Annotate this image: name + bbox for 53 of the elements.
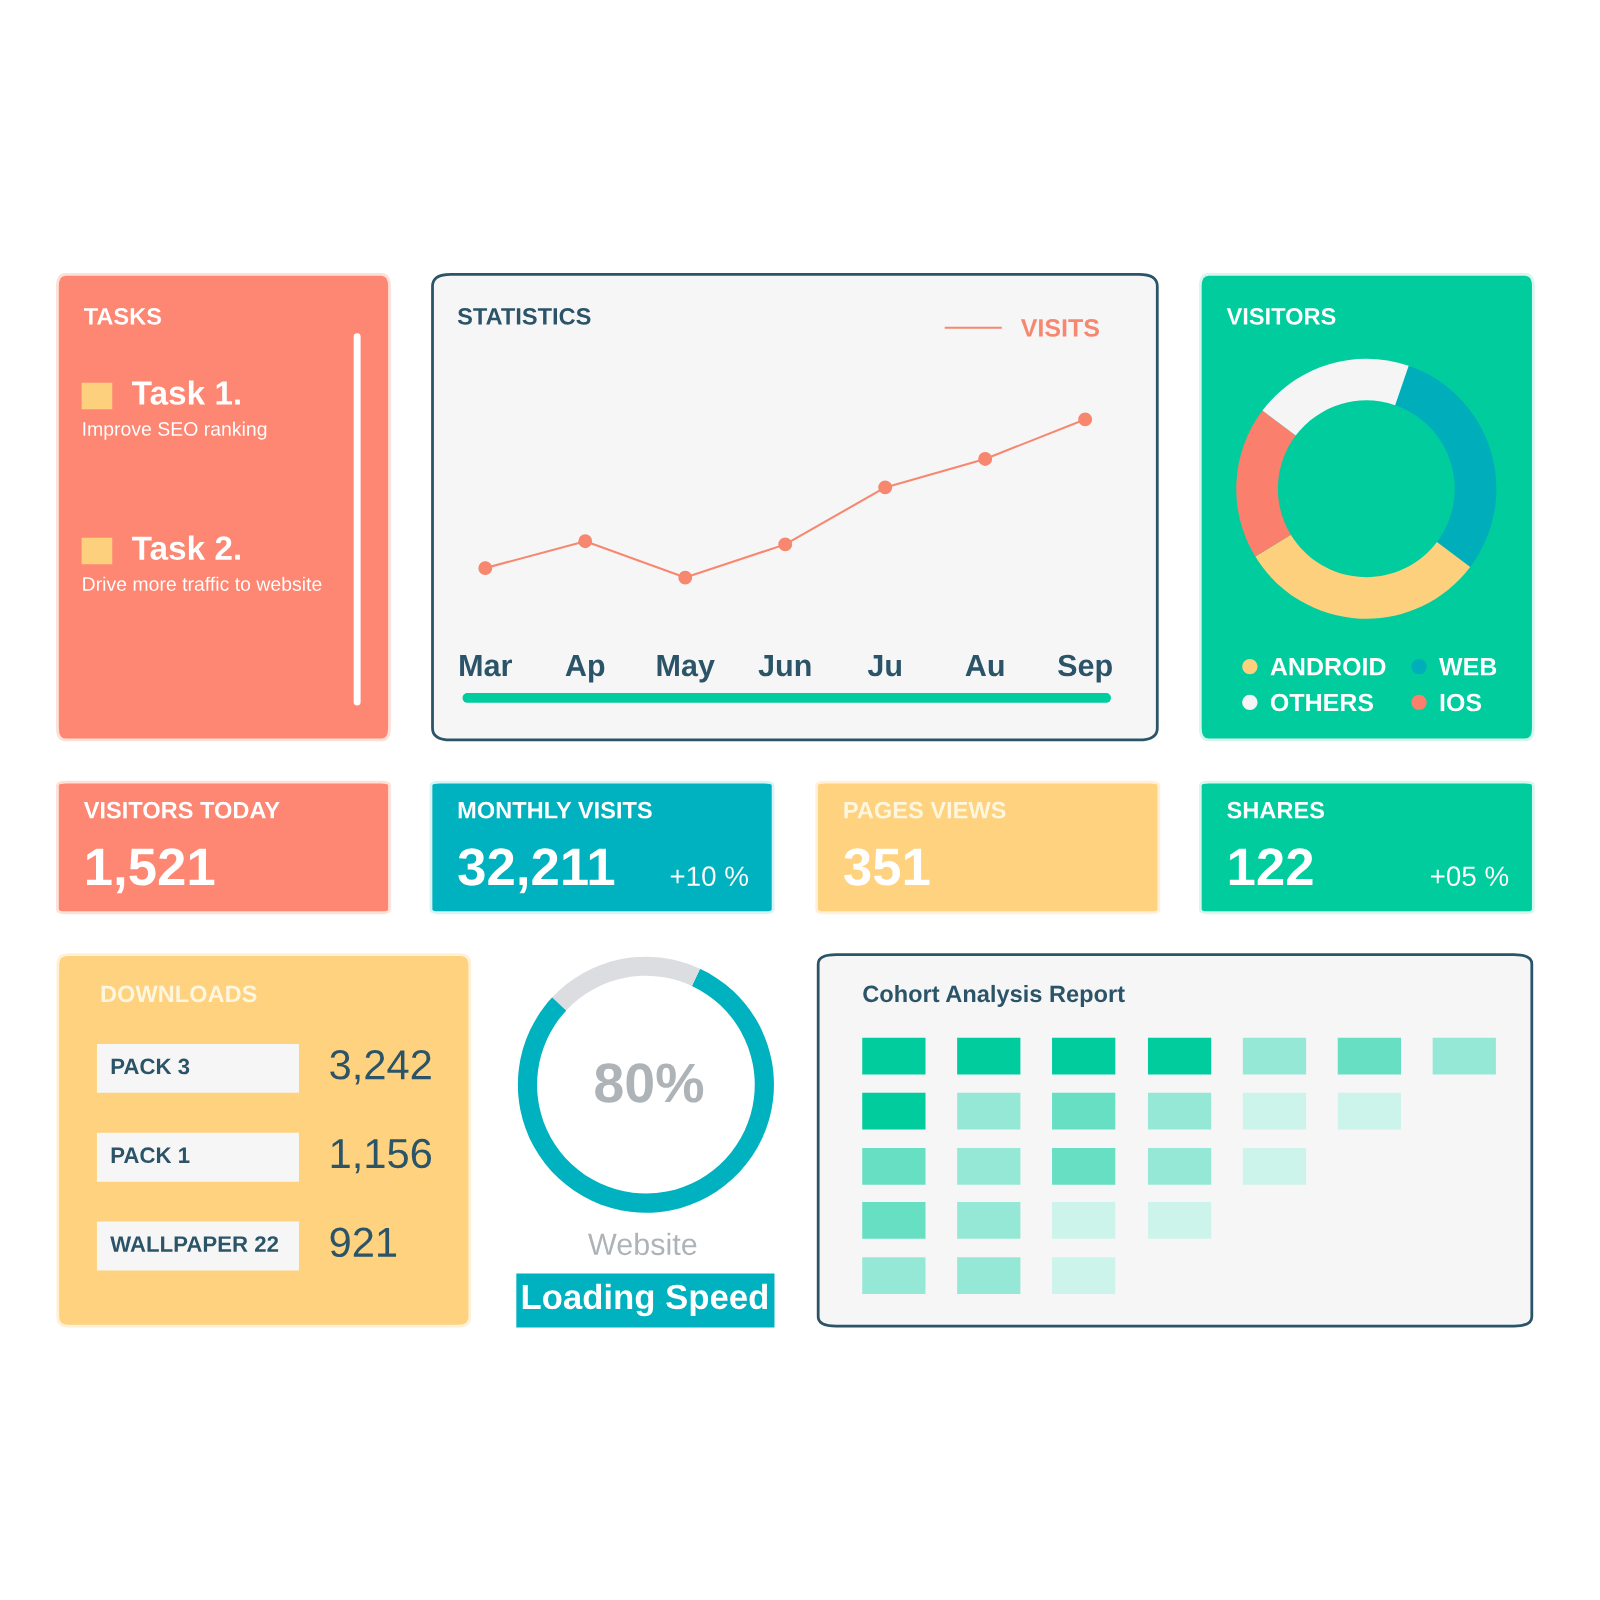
text: MONTHLY VISITS (458, 801, 652, 819)
point (978, 452, 993, 466)
legend-label: ANDROID (1270, 657, 1386, 676)
x-tick-label: Au (965, 655, 1004, 677)
legend-label: OTHERS (1270, 693, 1374, 712)
x-tick-label: Ap (565, 655, 605, 683)
donut-slice (1262, 358, 1409, 436)
text: Task 1. (132, 380, 240, 405)
chart-title: VISITORS (1226, 307, 1336, 325)
text: 1,156 (331, 1138, 432, 1174)
text: PACK 3 (111, 1058, 190, 1075)
x-tick-label: Jun (758, 655, 811, 677)
text: SHARES (1227, 801, 1325, 819)
text: +05 % (1431, 866, 1509, 887)
donut-slice (1255, 534, 1471, 619)
point (1078, 412, 1093, 427)
x-tick-label: Ju (867, 655, 901, 677)
legend-label: VISITS (1020, 319, 1099, 337)
x-tick-label: Sep (1058, 654, 1112, 683)
x-tick-label: May (657, 655, 715, 683)
text: VISITORS TODAY (83, 801, 280, 819)
point (778, 537, 793, 552)
text: Improve SEO ranking (83, 421, 267, 440)
donut-slice (517, 968, 774, 1213)
donut-slice (1236, 410, 1296, 557)
text: 3,242 (330, 1050, 431, 1085)
text: 1,521 (87, 848, 215, 894)
text: 80% (595, 1063, 704, 1103)
text: PAGES VIEWS (844, 801, 1006, 819)
text: 122 (1229, 848, 1313, 886)
text: DOWNLOADS (101, 985, 257, 1003)
text: PACK 1 (111, 1147, 190, 1164)
text: TASKS (83, 307, 162, 325)
point (478, 561, 493, 576)
point (878, 480, 893, 495)
text: Website (588, 1232, 697, 1256)
point (678, 570, 693, 585)
text: 351 (844, 848, 930, 886)
text: Task 2. (132, 535, 240, 560)
text: Loading Speed (522, 1283, 768, 1317)
point (578, 534, 593, 549)
donut-slice (1395, 365, 1497, 568)
text: Cohort Analysis Report (863, 984, 1125, 1007)
text: Drive more traffic to website (83, 576, 322, 591)
text: WALLPAPER 22 (110, 1236, 279, 1252)
legend-label: IOS (1440, 693, 1482, 712)
text: 921 (330, 1227, 397, 1258)
chart-title: STATISTICS (457, 307, 591, 325)
x-tick-label: Mar (460, 655, 512, 677)
text: 32,211 (458, 848, 615, 894)
donut-slice (552, 956, 701, 1011)
legend-label: WEB (1439, 658, 1497, 676)
text: +10 % (670, 866, 748, 887)
